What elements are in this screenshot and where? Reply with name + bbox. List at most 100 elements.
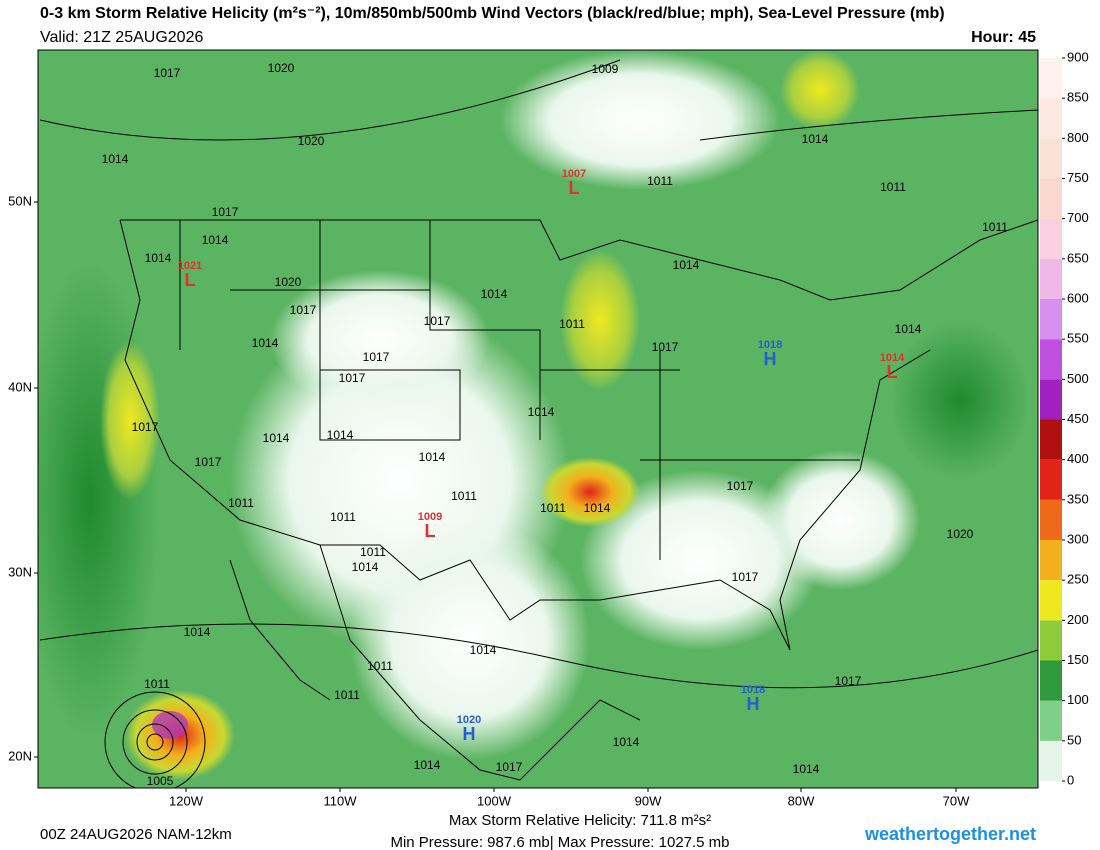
colorbar-label: 100 bbox=[1067, 692, 1089, 707]
high-helicity-area bbox=[100, 340, 160, 500]
isobar-label: 1014 bbox=[470, 643, 497, 657]
center-value: 1018 bbox=[741, 684, 765, 696]
isobar-label: 1017 bbox=[652, 340, 679, 354]
isobar-label: 1014 bbox=[528, 405, 555, 419]
lat-label: 50N bbox=[8, 193, 32, 208]
forecast-hour: Hour: 45 bbox=[971, 29, 1036, 46]
isobar-label: 1011 bbox=[330, 510, 356, 524]
colorbar-segment bbox=[1040, 98, 1062, 139]
site-name: weathertogether.net bbox=[864, 824, 1036, 844]
isobar-label: 1017 bbox=[363, 350, 390, 364]
colorbar-segment bbox=[1040, 299, 1062, 340]
colorbar-label: 750 bbox=[1067, 170, 1089, 185]
lon-label: 110W bbox=[324, 793, 358, 808]
high-helicity-area bbox=[540, 457, 640, 527]
lat-label: 30N bbox=[8, 564, 32, 579]
low-helicity-area bbox=[760, 450, 920, 590]
high-helicity-area bbox=[38, 260, 160, 740]
isobar-label: 1014 bbox=[584, 501, 611, 515]
isobar-label: 1011 bbox=[559, 317, 585, 331]
isobar-label: 1017 bbox=[496, 760, 523, 774]
center-value: 1007 bbox=[562, 168, 586, 180]
colorbar-segment bbox=[1040, 620, 1062, 661]
isobar-label: 1011 bbox=[982, 220, 1008, 234]
isobar-label: 1014 bbox=[481, 287, 508, 301]
lat-label: 40N bbox=[8, 379, 32, 394]
isobar-label: 1014 bbox=[802, 132, 829, 146]
pressure-range: Min Pressure: 987.6 mb| Max Pressure: 10… bbox=[390, 834, 729, 850]
low-helicity-area bbox=[500, 50, 780, 190]
colorbar-segment bbox=[1040, 218, 1062, 259]
colorbar-label: 800 bbox=[1067, 130, 1089, 145]
boundaries bbox=[39, 59, 1038, 788]
colorbar-segment bbox=[1040, 379, 1062, 420]
isobar-label: 1017 bbox=[727, 479, 754, 493]
isobar-label: 1014 bbox=[419, 450, 446, 464]
isobar-label: 1014 bbox=[673, 258, 700, 272]
colorbar-segment bbox=[1040, 419, 1062, 460]
lon-label: 100W bbox=[477, 793, 512, 808]
hurricane-core bbox=[152, 711, 188, 739]
isobar-label: 1011 bbox=[228, 496, 254, 510]
isobar-label: 1014 bbox=[327, 428, 354, 442]
colorbar-segment bbox=[1040, 58, 1062, 99]
colorbar-label: 350 bbox=[1067, 491, 1089, 506]
lon-label: 90W bbox=[635, 793, 662, 808]
isobar-label: 1020 bbox=[947, 527, 974, 541]
isobar-label: 1017 bbox=[732, 570, 759, 584]
isobar-label: 1011 bbox=[144, 677, 170, 691]
isobar-label: 1014 bbox=[184, 625, 211, 639]
center-value: 1014 bbox=[880, 352, 905, 364]
center-letter: H bbox=[463, 724, 476, 744]
isobar-label: 1014 bbox=[202, 233, 229, 247]
colorbar-segment bbox=[1040, 178, 1062, 219]
isobar-label: 1011 bbox=[451, 489, 477, 503]
isobar-label: 1017 bbox=[835, 674, 862, 688]
isobar-label: 1009 bbox=[592, 62, 619, 76]
isobar-label: 1017 bbox=[154, 66, 181, 80]
max-helicity: Max Storm Relative Helicity: 711.8 m²s² bbox=[449, 812, 711, 829]
isobar-label: 1011 bbox=[367, 659, 393, 673]
colorbar-label: 200 bbox=[1067, 612, 1089, 627]
colorbar-label: 650 bbox=[1067, 250, 1089, 265]
low-helicity-area bbox=[270, 270, 490, 410]
low-helicity-area bbox=[580, 470, 820, 650]
map bbox=[38, 50, 1038, 788]
colorbar-label: 400 bbox=[1067, 451, 1089, 466]
lon-label: 120W bbox=[169, 793, 204, 808]
isobar-label: 1011 bbox=[880, 180, 906, 194]
colorbar-segment bbox=[1040, 339, 1062, 380]
center-letter: L bbox=[887, 362, 898, 382]
colorbar-label: 0 bbox=[1067, 772, 1074, 787]
valid-time: Valid: 21Z 25AUG2026 bbox=[40, 29, 203, 46]
isobar-label: 1020 bbox=[275, 275, 302, 289]
center-letter: L bbox=[185, 270, 196, 290]
colorbar-label: 150 bbox=[1067, 652, 1089, 667]
isobar-label: 1014 bbox=[145, 251, 172, 265]
title: 0-3 km Storm Relative Helicity (m²s⁻²), … bbox=[40, 5, 945, 22]
isobar-label: 1017 bbox=[424, 314, 451, 328]
center-value: 1009 bbox=[418, 511, 442, 523]
center-letter: L bbox=[569, 178, 580, 198]
center-letter: L bbox=[425, 521, 436, 541]
colorbar-label: 300 bbox=[1067, 531, 1089, 546]
isobar-label: 1017 bbox=[212, 205, 239, 219]
isobar-label: 1014 bbox=[613, 735, 640, 749]
map-frame bbox=[37, 49, 1039, 789]
colorbar-segment bbox=[1040, 499, 1062, 540]
colorbar-label: 850 bbox=[1067, 90, 1089, 105]
center-letter: H bbox=[764, 349, 777, 369]
center-letter: H bbox=[747, 694, 760, 714]
colorbar-label: 250 bbox=[1067, 572, 1089, 587]
colorbar-segment bbox=[1040, 580, 1062, 621]
lon-label: 80W bbox=[788, 793, 815, 808]
colorbar-label: 600 bbox=[1067, 290, 1089, 305]
colorbar-label: 900 bbox=[1067, 49, 1089, 64]
colorbar-segment bbox=[1040, 258, 1062, 299]
lat-label: 20N bbox=[8, 748, 32, 763]
center-value: 1020 bbox=[457, 714, 481, 726]
colorbar-segment bbox=[1040, 459, 1062, 500]
center-value: 1021 bbox=[178, 260, 202, 272]
isobar-label: 1014 bbox=[352, 560, 379, 574]
